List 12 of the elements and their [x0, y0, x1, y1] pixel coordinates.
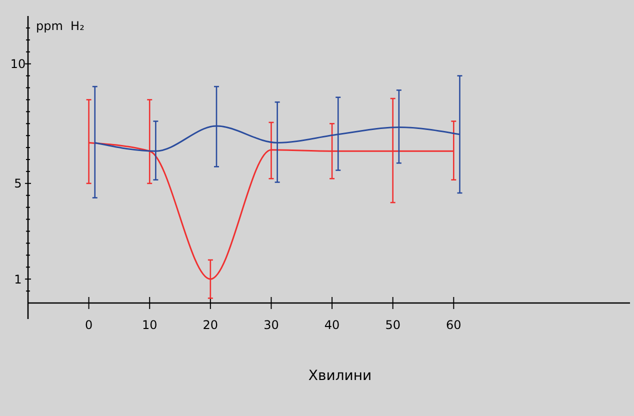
x-tick-label: 50: [385, 318, 400, 332]
x-tick-label: 30: [264, 318, 279, 332]
x-tick-label: 20: [202, 318, 218, 332]
x-tick-label: 60: [446, 318, 462, 332]
x-tick-label: 10: [142, 318, 158, 332]
y-tick-label: 1: [14, 272, 22, 286]
x-axis-title: Хвилини: [308, 368, 372, 384]
y-tick-label: 5: [14, 176, 22, 191]
y-tick-label: 10: [10, 57, 26, 72]
x-tick-label: 40: [324, 318, 340, 332]
x-tick-label: 0: [84, 318, 93, 332]
y-axis-title: ppm H₂: [36, 19, 85, 33]
